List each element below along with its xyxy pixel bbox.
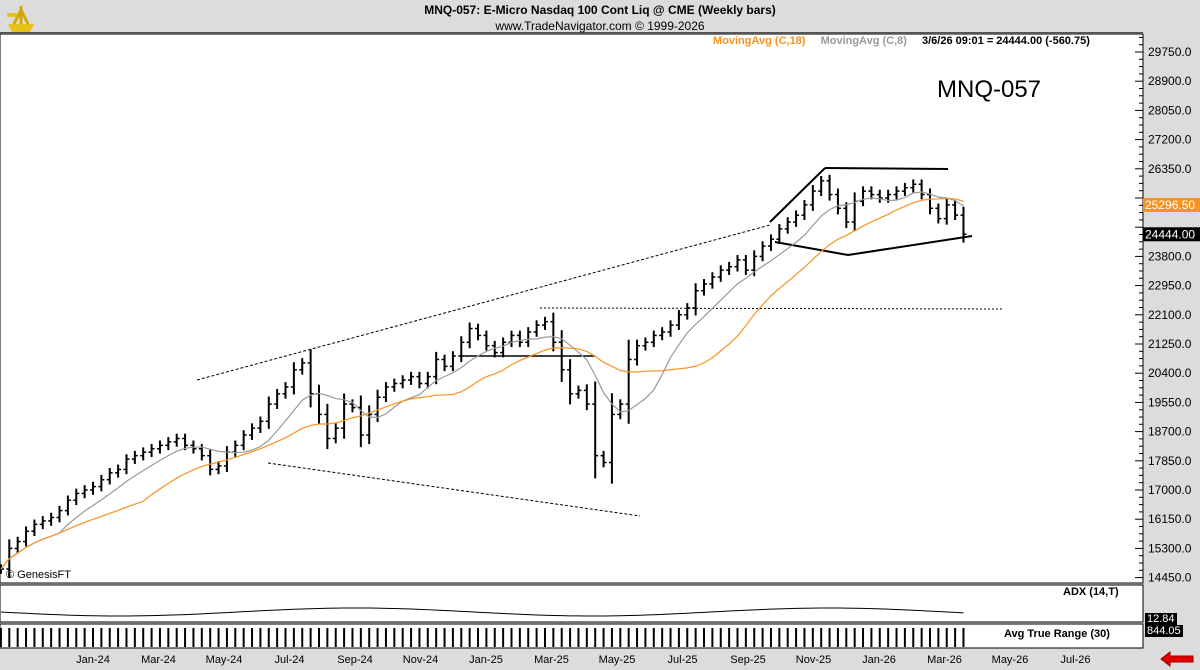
trendline [847, 235, 973, 256]
sextant-logo [7, 6, 34, 32]
ma18-value-label: 25296.50 [1145, 198, 1195, 212]
y-tick-label: 23800.0 [1148, 249, 1192, 263]
ma8-line [0, 191, 964, 570]
trendline [267, 462, 641, 517]
x-tick-label: Mar-24 [141, 654, 176, 666]
last-price-label: 24444.00 [1145, 227, 1195, 241]
x-tick-label: Jan-24 [76, 654, 110, 666]
x-tick-label: Nov-25 [796, 654, 831, 666]
y-tick-label: 29750.0 [1148, 45, 1192, 59]
atr-label: Avg True Range (30) [1004, 628, 1110, 640]
trendline [769, 167, 826, 223]
x-tick-label: Jul-24 [275, 654, 305, 666]
y-tick-label: 28900.0 [1148, 74, 1192, 88]
atr-value: 844.05 [1145, 625, 1183, 637]
x-tick-label: Jul-26 [1061, 654, 1091, 666]
y-tick-label: 27200.0 [1148, 133, 1192, 147]
chart-title: MNQ-057: E-Micro Nasdaq 100 Cont Liq @ C… [424, 3, 776, 17]
y-tick-label: 20400.0 [1148, 366, 1192, 380]
y-tick-label: 28050.0 [1148, 103, 1192, 117]
x-tick-label: May-26 [992, 654, 1029, 666]
adx-panel [0, 584, 1144, 623]
adx-value: 12.84 [1145, 613, 1177, 625]
y-tick-label: 18700.0 [1148, 425, 1192, 439]
watermark: © GenesisFT [6, 569, 71, 581]
price-panel [0, 33, 1144, 584]
x-tick-label: May-25 [599, 654, 636, 666]
ma18-line [0, 197, 964, 570]
x-tick-label: Jan-26 [862, 654, 896, 666]
y-tick-label: 17000.0 [1148, 483, 1192, 497]
chart-subtitle: www.TradeNavigator.com © 1999-2026 [495, 19, 705, 33]
ma18-value-label-bg [1143, 197, 1200, 212]
adx-label: ADX (14,T) [1063, 586, 1119, 598]
legend-ma18: MovingAvg (C,18) [713, 35, 806, 47]
adx-line [0, 607, 964, 617]
x-tick-label: Sep-25 [730, 654, 765, 666]
y-tick-label: 22950.0 [1148, 279, 1192, 293]
trendline [824, 167, 949, 170]
x-tick-label: Nov-24 [403, 654, 438, 666]
legend-ma8: MovingAvg (C,8) [820, 35, 907, 47]
x-tick-label: May-24 [206, 654, 243, 666]
scroll-right-arrow-icon[interactable] [1160, 651, 1194, 667]
x-tick-label: Mar-26 [927, 654, 962, 666]
y-tick-label: 19550.0 [1148, 395, 1192, 409]
trendline [196, 224, 771, 381]
x-tick-label: Jan-25 [469, 654, 503, 666]
y-tick-label: 16150.0 [1148, 512, 1192, 526]
trendline [539, 307, 1004, 310]
price-readout: 3/6/26 09:01 = 24444.00 (-560.75) [922, 35, 1090, 47]
last-price-label-bg [1143, 227, 1200, 242]
y-tick-label: 17850.0 [1148, 454, 1192, 468]
x-tick-label: Sep-24 [337, 654, 372, 666]
y-tick-label: 21250.0 [1148, 337, 1192, 351]
legend: MovingAvg (C,18) MovingAvg (C,8) 3/6/26 … [713, 35, 1102, 47]
trendline [774, 241, 849, 256]
y-tick-label: 14450.0 [1148, 571, 1192, 585]
x-tick-label: Mar-25 [534, 654, 569, 666]
symbol-label: MNQ-057 [937, 76, 1042, 103]
x-tick-label: Jul-25 [668, 654, 698, 666]
y-tick-label: 22100.0 [1148, 308, 1192, 322]
y-tick-label: 26350.0 [1148, 162, 1192, 176]
y-tick-label: 15300.0 [1148, 541, 1192, 555]
atr-panel [0, 623, 1144, 649]
